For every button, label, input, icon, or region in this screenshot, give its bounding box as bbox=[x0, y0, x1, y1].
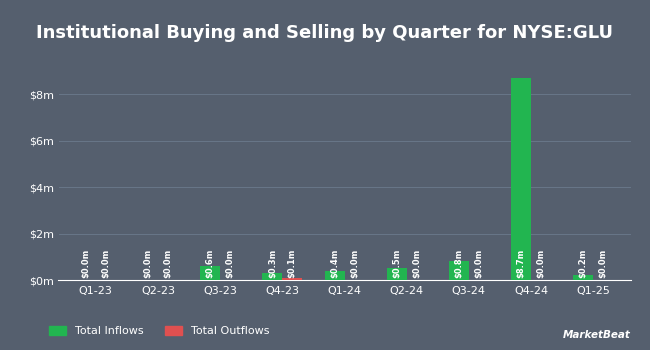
Bar bbox=[263, 273, 282, 280]
Bar bbox=[449, 261, 469, 280]
Bar bbox=[573, 275, 593, 280]
Text: $0.0m: $0.0m bbox=[81, 249, 90, 278]
Text: $0.8m: $0.8m bbox=[454, 249, 463, 278]
Text: $0.0m: $0.0m bbox=[599, 249, 608, 278]
Text: $0.2m: $0.2m bbox=[578, 249, 588, 278]
Text: $0.5m: $0.5m bbox=[392, 249, 401, 278]
Bar bbox=[324, 271, 345, 280]
Text: $0.0m: $0.0m bbox=[144, 249, 153, 278]
Text: $0.1m: $0.1m bbox=[288, 249, 297, 278]
Bar bbox=[511, 78, 531, 280]
Text: $0.3m: $0.3m bbox=[268, 249, 277, 278]
Legend: Total Inflows, Total Outflows: Total Inflows, Total Outflows bbox=[45, 322, 274, 341]
Text: $0.0m: $0.0m bbox=[163, 249, 172, 278]
Text: $0.0m: $0.0m bbox=[350, 249, 359, 278]
Text: $0.0m: $0.0m bbox=[412, 249, 421, 278]
Text: $0.0m: $0.0m bbox=[101, 249, 111, 278]
Text: Institutional Buying and Selling by Quarter for NYSE:GLU: Institutional Buying and Selling by Quar… bbox=[36, 25, 614, 42]
Text: $0.6m: $0.6m bbox=[205, 249, 214, 278]
Text: $0.4m: $0.4m bbox=[330, 249, 339, 278]
Text: $0.0m: $0.0m bbox=[474, 249, 484, 278]
Text: $0.0m: $0.0m bbox=[536, 249, 545, 278]
Bar bbox=[200, 266, 220, 280]
Bar bbox=[282, 278, 302, 280]
Text: $0.0m: $0.0m bbox=[226, 249, 235, 278]
Text: MarketBeat: MarketBeat bbox=[563, 329, 630, 340]
Bar bbox=[387, 268, 407, 280]
Text: $8.7m: $8.7m bbox=[517, 249, 526, 278]
